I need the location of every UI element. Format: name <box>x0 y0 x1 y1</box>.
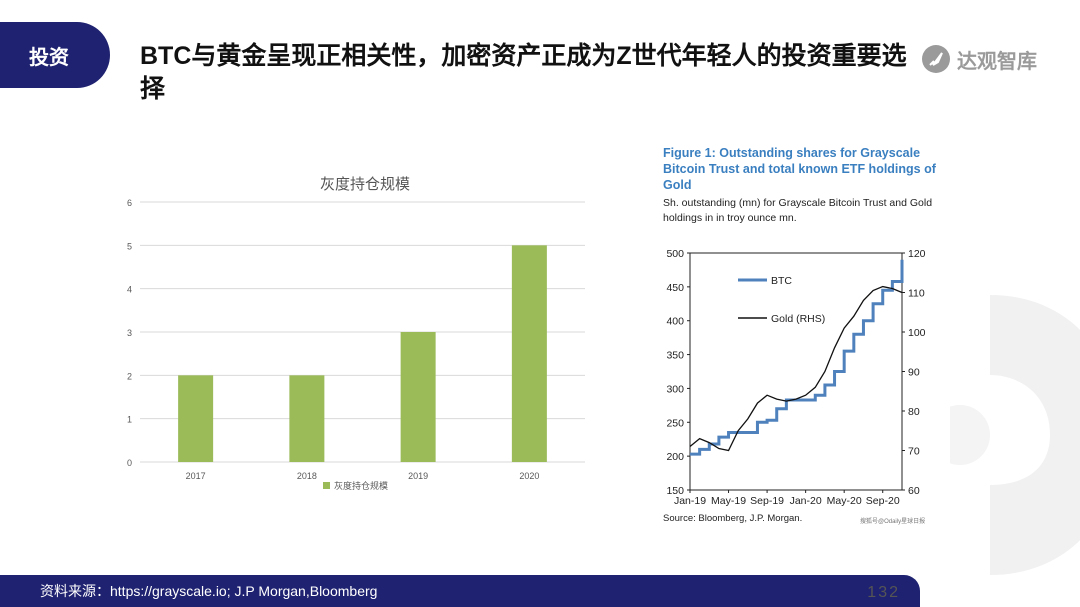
footer-bar: 资料来源：https://grayscale.io; J.P Morgan,Bl… <box>0 575 920 607</box>
x-tick-label: 2018 <box>297 471 317 481</box>
bar <box>289 375 325 462</box>
legend-btc-label: BTC <box>771 275 792 287</box>
right-tick-label: 100 <box>908 327 926 339</box>
y-tick-label: 4 <box>127 285 132 295</box>
figure-source: Source: Bloomberg, J.P. Morgan. <box>663 513 803 524</box>
y-tick-label: 3 <box>127 328 132 338</box>
left-tick-label: 300 <box>666 383 684 395</box>
footer-source: 资料来源：https://grayscale.io; J.P Morgan,Bl… <box>40 583 378 599</box>
x-tick-label: 2017 <box>186 471 206 481</box>
left-tick-label: 250 <box>666 417 684 429</box>
left-tick-label: 350 <box>666 350 684 362</box>
right-tick-label: 60 <box>908 485 920 497</box>
left-tick-label: 450 <box>666 282 684 294</box>
bar-chart: 灰度持仓规模 0 1 2 3 4 5 6 2017 2018 2019 2020 灰度持仓规模 <box>110 165 590 505</box>
line-chart-svg: 150 200 250 300 350 400 450 500 60 70 80 90 100 110 12… <box>666 248 926 507</box>
logo: 达观智库 <box>921 42 1051 76</box>
y-tick-label: 5 <box>127 241 132 251</box>
right-tick-label: 80 <box>908 406 920 418</box>
btc-line <box>690 259 904 456</box>
chart-title: 灰度持仓规模 <box>320 176 410 193</box>
legend-gold-label: Gold (RHS) <box>771 313 825 325</box>
x-tick-label: 2020 <box>519 471 539 481</box>
right-tick-label: 110 <box>908 288 925 300</box>
figure-title: Figure 1: Outstanding shares for Graysca… <box>663 146 936 192</box>
x-tick-label: May-19 <box>711 495 746 507</box>
section-tag: 投资 <box>0 22 110 88</box>
x-tick-label: Sep-19 <box>750 495 784 507</box>
x-tick-label: Sep-20 <box>866 495 900 507</box>
y-tick-label: 2 <box>127 371 132 381</box>
left-tick-label: 150 <box>666 485 684 497</box>
right-tick-label: 90 <box>908 367 920 379</box>
legend-label: 灰度持仓规模 <box>334 480 388 491</box>
x-tick-label: Jan-19 <box>674 495 706 507</box>
page-number: 132 <box>867 584 900 601</box>
y-tick-label: 1 <box>127 415 132 425</box>
right-tick-label: 120 <box>908 248 926 260</box>
left-tick-label: 200 <box>666 451 684 463</box>
right-tick-label: 70 <box>908 446 920 458</box>
left-tick-label: 400 <box>666 316 684 328</box>
gold-line <box>689 285 903 452</box>
x-tick-label: Jan-20 <box>790 495 822 507</box>
plot-frame <box>689 252 903 491</box>
x-tick-label: May-20 <box>827 495 862 507</box>
left-tick-label: 500 <box>666 248 684 260</box>
page-title: BTC与黄金呈现正相关性，加密资产正成为Z世代年轻人的投资重要选择 <box>140 42 907 103</box>
y-tick-label: 0 <box>127 458 132 468</box>
bar <box>511 245 547 462</box>
bar <box>178 375 214 462</box>
bar-chart-svg: 灰度持仓规模 0 1 2 3 4 5 6 2017 2018 2019 2020 灰度持仓规模 <box>127 176 585 491</box>
logo-text: 达观智库 <box>957 50 1037 73</box>
line-chart-figure: Figure 1: Outstanding shares for Graysca… <box>650 140 950 530</box>
legend-swatch <box>323 482 330 489</box>
bar <box>400 332 436 462</box>
rocket-icon <box>922 45 950 73</box>
x-tick-label: 2019 <box>408 471 428 481</box>
figure-watermark: 搜狐号@Odaily星球日报 <box>860 519 926 525</box>
figure-subtitle: Sh. outstanding (mn) for Grayscale Bitco… <box>663 197 933 224</box>
y-tick-label: 6 <box>127 198 132 208</box>
